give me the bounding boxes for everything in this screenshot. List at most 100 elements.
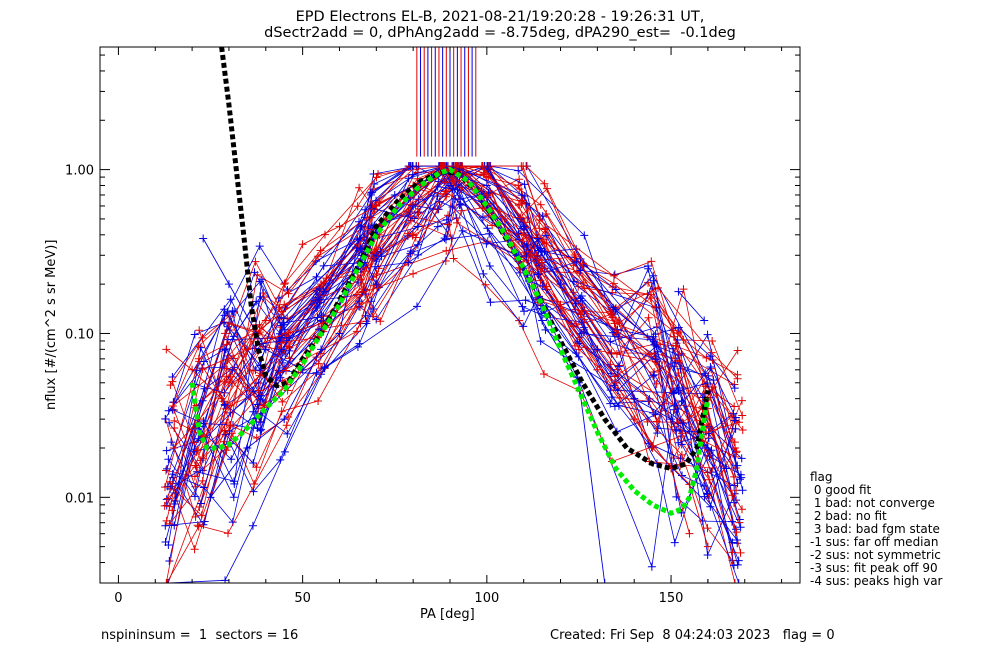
trace-marker [197,511,206,520]
trace-marker [256,426,265,435]
legend-entry: -2 sus: not symmetric [810,548,941,562]
y-tick-label: 0.01 [65,491,94,506]
trace-marker [733,536,742,545]
blue-point [224,280,233,289]
trace-marker [738,411,747,420]
trace-marker [161,483,170,492]
trace-marker [479,169,488,178]
trace-marker [223,335,232,344]
trace-marker [515,184,524,193]
trace-marker [229,354,238,363]
y-axis-label: nflux [#/(cm^2 s sr MeV)] [44,239,59,410]
trace-marker [372,315,381,324]
trace-marker [647,257,656,266]
trace-marker [647,562,656,571]
trace-marker [220,305,229,314]
blue-point [556,280,565,289]
trace-marker [408,170,417,179]
trace-marker [372,251,381,260]
trace-marker [357,279,366,288]
background-traces [160,162,747,583]
trace-marker [540,224,549,233]
trace-marker [225,312,234,321]
trace-marker [730,472,739,481]
trace-marker [367,297,376,306]
legend-entry: 3 bad: bad fgm state [810,522,940,536]
trace-marker [518,196,527,205]
trace-marker [535,224,544,233]
trace-marker [653,357,662,366]
trace-marker [737,396,746,405]
trace-marker [413,208,422,217]
trace-marker [442,235,451,244]
trace-marker [161,466,170,475]
blue-point [703,443,712,452]
trace-marker [166,477,175,486]
trace-marker [611,285,620,294]
legend-entry: -3 sus: fit peak off 90 [810,561,938,575]
trace-marker [731,424,740,433]
trace-marker [315,325,324,334]
trace-marker [674,438,683,447]
trace-marker [277,321,286,330]
trace-marker [220,400,229,409]
trace-marker [679,285,688,294]
trace-marker [451,195,460,204]
trace-marker [571,305,580,314]
trace-marker [736,523,745,532]
blue-point [519,222,528,231]
red-point [482,190,491,199]
trace-marker [229,493,238,502]
trace-marker [222,446,231,455]
trace-marker [438,162,447,171]
blue-point [630,394,639,403]
trace-marker [536,337,545,346]
trace-marker [250,480,259,489]
trace-marker [194,522,203,531]
trace-marker [735,418,744,427]
trace-marker [523,214,532,223]
trace-marker [191,461,200,470]
trace-marker [703,524,712,533]
trace-marker [734,556,743,565]
trace-marker [608,313,617,322]
trace-marker [414,250,423,259]
footer-left: nspininsum = 1 sectors = 16 [101,628,299,643]
trace-marker [732,528,741,537]
trace-marker [199,357,208,366]
trace-marker [707,348,716,357]
trace-marker [222,364,231,373]
trace-marker [534,270,543,279]
trace-marker [230,363,239,372]
x-tick-label: 100 [474,591,499,606]
trace-marker [519,322,528,331]
trace-marker [651,355,660,364]
trace-marker [376,317,385,326]
trace-marker [729,561,738,570]
blue-point [722,464,731,473]
blue-point [482,181,491,190]
trace-marker [252,463,261,472]
trace-marker [161,414,170,423]
trace-marker [355,297,364,306]
trace-marker [285,346,294,355]
trace-marker [485,262,494,271]
red-point [538,264,547,273]
chart-subtitle: dSectr2add = 0, dPhAng2add = -8.75deg, d… [264,25,736,41]
blue-point [261,345,270,354]
legend-entry: 1 bad: not converge [810,496,935,510]
trace-marker [195,502,204,511]
trace-marker [353,342,362,351]
trace-line [173,165,735,526]
trace-marker [517,200,526,209]
trace-marker [374,264,383,273]
trace-marker [706,362,715,371]
trace-marker [458,226,467,235]
trace-marker [733,374,742,383]
trace-line [167,165,741,583]
red-point [162,345,171,354]
trace-marker [441,178,450,187]
blue-series-line [678,291,705,321]
trace-marker [542,231,551,240]
trace-marker [738,425,747,434]
